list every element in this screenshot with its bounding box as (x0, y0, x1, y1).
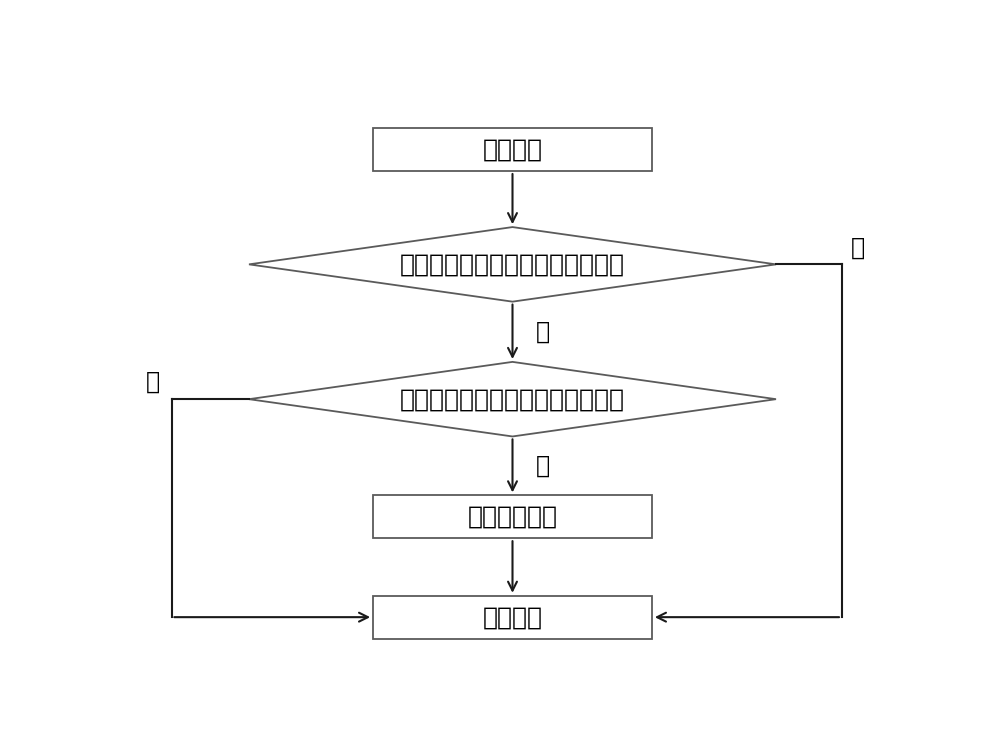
FancyBboxPatch shape (373, 128, 652, 171)
FancyBboxPatch shape (373, 596, 652, 638)
Text: 是: 是 (851, 235, 865, 260)
Text: 否: 否 (146, 370, 160, 393)
Text: 构造矩阵: 构造矩阵 (482, 605, 542, 630)
Polygon shape (249, 362, 776, 437)
Text: 判断频率是否满足第一类拼接条件: 判断频率是否满足第一类拼接条件 (400, 253, 625, 276)
Polygon shape (249, 227, 776, 302)
Text: 是: 是 (536, 454, 550, 478)
Text: 分解碰撞频率: 分解碰撞频率 (468, 505, 558, 529)
FancyBboxPatch shape (373, 495, 652, 539)
Text: 否: 否 (536, 320, 550, 343)
Text: 判断频率是否满足第二类拼接条件: 判断频率是否满足第二类拼接条件 (400, 387, 625, 411)
Text: 提取频率: 提取频率 (482, 138, 542, 162)
